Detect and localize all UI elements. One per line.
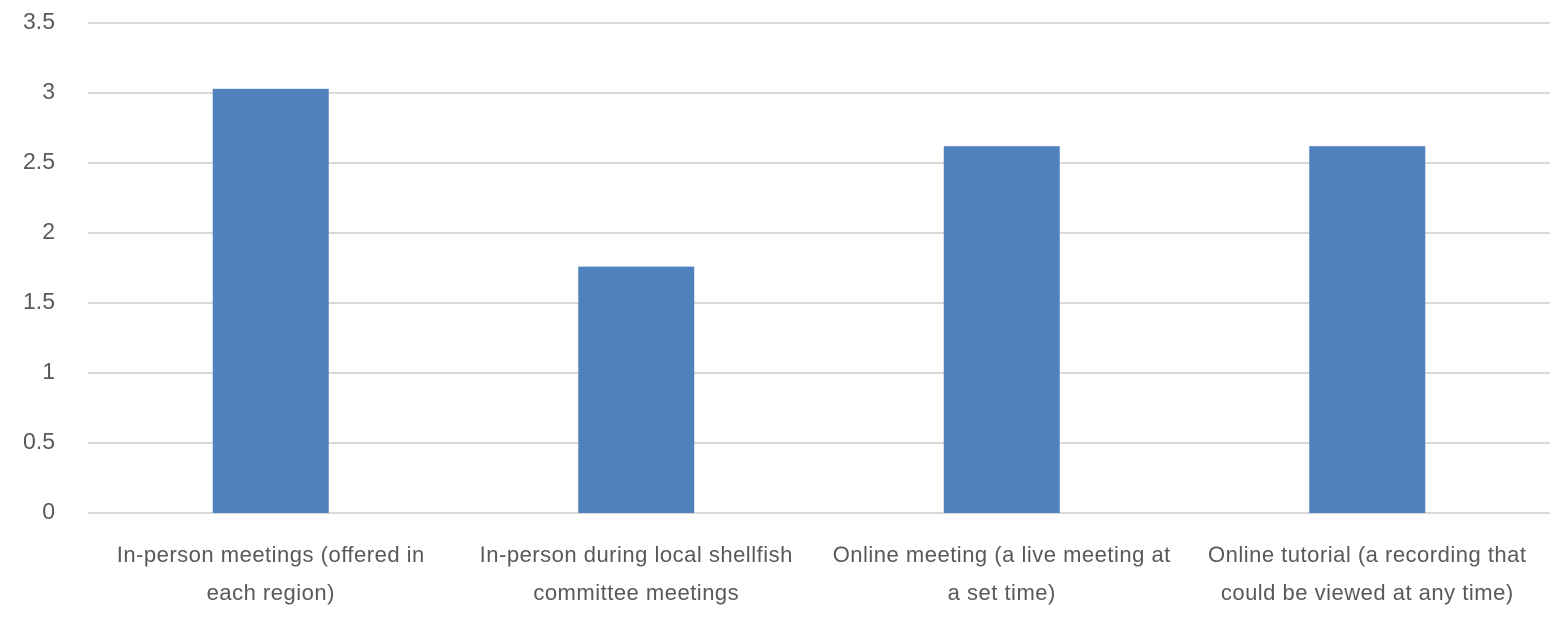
y-tick-label: 1 [42,358,55,384]
x-tick-label: In-person during local shellfish committ… [479,542,793,605]
bar [578,266,695,513]
bar [943,146,1060,513]
y-tick-label: 0 [42,498,55,524]
x-tick-label: Online meeting (a live meeting at a set … [832,542,1171,605]
y-tick-label: 2 [42,218,55,244]
x-tick-label: In-person meetings (offered in each regi… [116,542,425,605]
y-tick-label: 3 [42,78,55,104]
y-tick-label: 0.5 [23,428,55,454]
y-tick-label: 3.5 [23,8,55,34]
y-tick-label: 1.5 [23,288,55,314]
bar [1309,146,1426,513]
bar [212,88,329,514]
x-tick-label: Online tutorial (a recording that could … [1207,542,1527,605]
y-tick-label: 2.5 [23,148,55,174]
